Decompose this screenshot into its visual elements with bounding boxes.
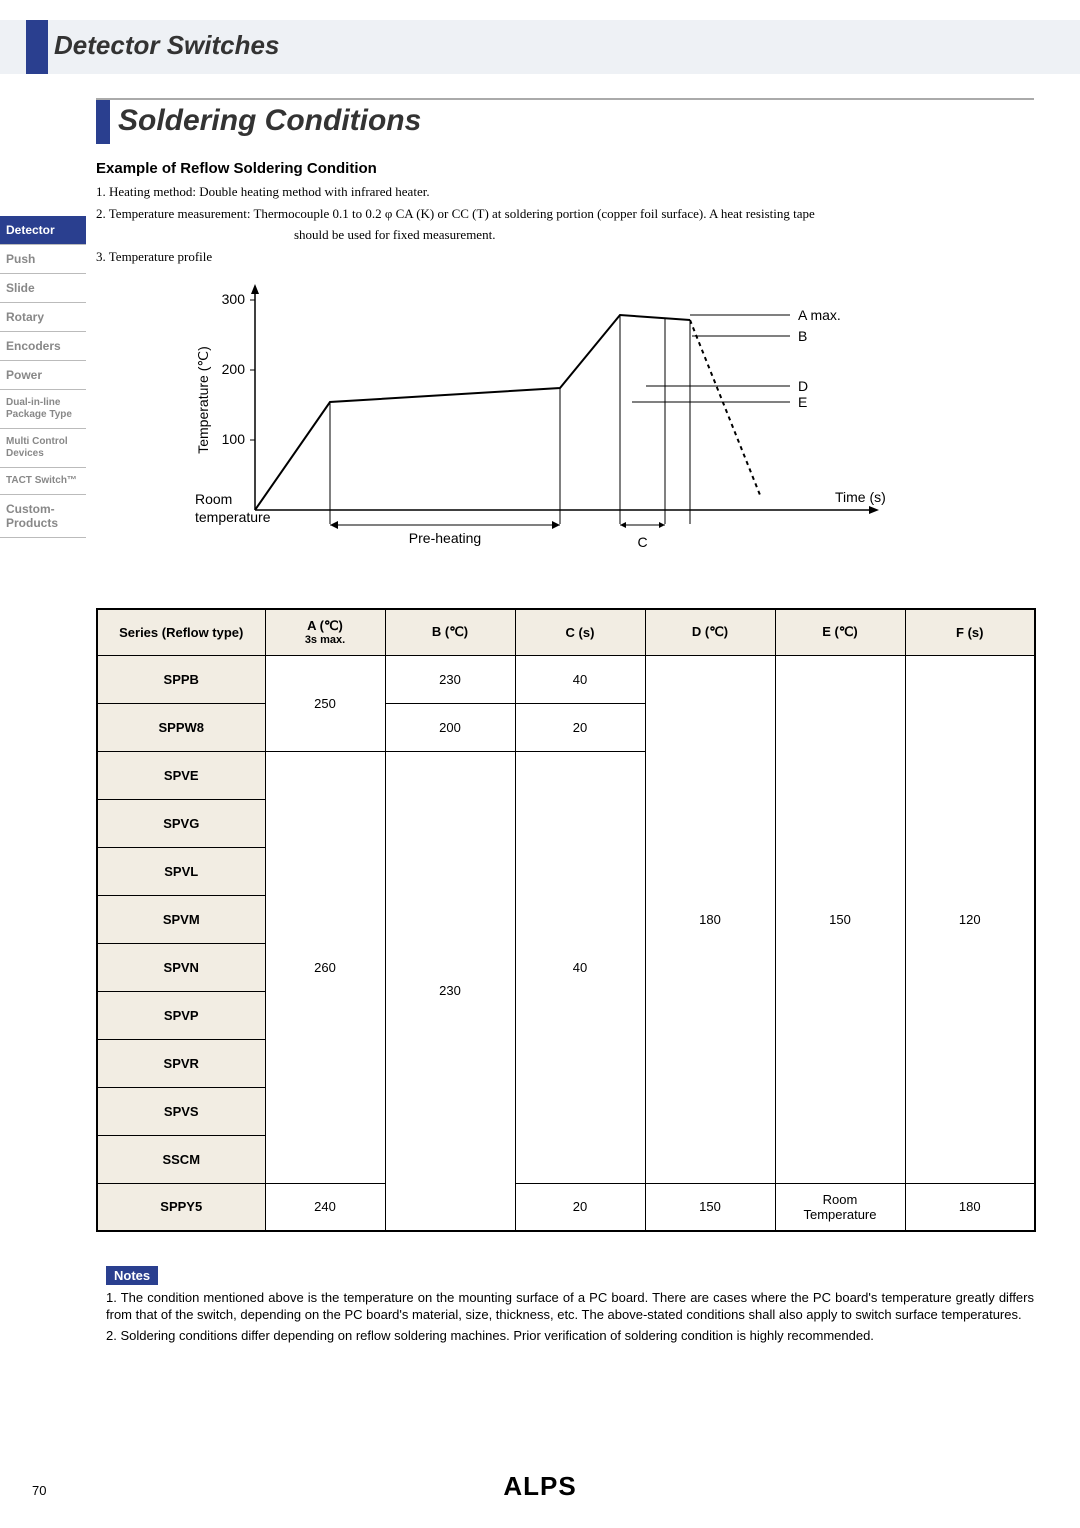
svg-text:100: 100: [222, 431, 246, 447]
sidebar-item[interactable]: Multi Control Devices: [0, 429, 86, 468]
data-cell: 250: [265, 655, 385, 751]
data-cell: 20: [515, 1183, 645, 1231]
series-cell: SPPY5: [97, 1183, 265, 1231]
svg-text:D: D: [798, 378, 808, 394]
section-line: 2. Temperature measurement: Thermocouple…: [96, 204, 1026, 224]
data-cell: 20: [515, 703, 645, 751]
table-header: F (s): [905, 609, 1035, 655]
svg-text:E: E: [798, 394, 807, 410]
svg-text:F max.: F max.: [424, 548, 467, 550]
sidebar: DetectorPushSlideRotaryEncodersPowerDual…: [0, 216, 86, 538]
series-cell: SPPW8: [97, 703, 265, 751]
table-header: A (℃)3s max.: [265, 609, 385, 655]
reflow-table-wrap: Series (Reflow type)A (℃)3s max.B (℃)C (…: [96, 608, 1034, 1232]
logo: ALPS: [0, 1471, 1080, 1502]
notes-body: 1. The condition mentioned above is the …: [106, 1290, 1034, 1349]
series-cell: SPVR: [97, 1039, 265, 1087]
series-cell: SPVN: [97, 943, 265, 991]
data-cell: 200: [385, 703, 515, 751]
table-row: SPPY5240 20150RoomTemperature180: [97, 1183, 1035, 1231]
sidebar-item[interactable]: Power: [0, 361, 86, 390]
header-marker: [26, 20, 48, 74]
reflow-table: Series (Reflow type)A (℃)3s max.B (℃)C (…: [96, 608, 1036, 1232]
data-cell: 180: [645, 655, 775, 1183]
svg-text:C: C: [637, 534, 647, 550]
table-row: SPPB25023040180150120: [97, 655, 1035, 703]
section-title: Soldering Conditions: [118, 104, 421, 138]
series-cell: SSCM: [97, 1135, 265, 1183]
table-header: B (℃): [385, 609, 515, 655]
series-cell: SPVG: [97, 799, 265, 847]
note-item: 1. The condition mentioned above is the …: [106, 1290, 1034, 1324]
table-header: C (s): [515, 609, 645, 655]
svg-text:temperature: temperature: [195, 509, 271, 525]
svg-text:Temperature (℃): Temperature (℃): [195, 346, 211, 454]
sidebar-item[interactable]: Encoders: [0, 332, 86, 361]
svg-text:300: 300: [222, 291, 246, 307]
series-cell: SPPB: [97, 655, 265, 703]
section-line: 3. Temperature profile: [96, 247, 1026, 267]
data-cell: 40: [515, 751, 645, 1183]
section-line: 1. Heating method: Double heating method…: [96, 182, 1026, 202]
sidebar-item[interactable]: Push: [0, 245, 86, 274]
note-item: 2. Soldering conditions differ depending…: [106, 1328, 1034, 1345]
svg-text:Room: Room: [195, 491, 232, 507]
series-cell: SPVP: [97, 991, 265, 1039]
svg-text:A max.: A max.: [798, 307, 841, 323]
series-cell: SPVM: [97, 895, 265, 943]
svg-text:B: B: [798, 328, 807, 344]
sidebar-item[interactable]: Dual-in-line Package Type: [0, 390, 86, 429]
sidebar-item[interactable]: Custom-Products: [0, 495, 86, 538]
sidebar-item[interactable]: TACT Switch™: [0, 468, 86, 495]
svg-text:Pre-heating: Pre-heating: [409, 530, 481, 546]
sidebar-item[interactable]: Detector: [0, 216, 86, 245]
header-title: Detector Switches: [54, 30, 279, 61]
sidebar-item[interactable]: Slide: [0, 274, 86, 303]
data-cell: 230: [385, 655, 515, 703]
data-cell: RoomTemperature: [775, 1183, 905, 1231]
data-cell: 120: [905, 655, 1035, 1183]
section-line: should be used for fixed measurement.: [294, 225, 1026, 245]
sidebar-item[interactable]: Rotary: [0, 303, 86, 332]
data-cell: 40: [515, 655, 645, 703]
section-list: 1. Heating method: Double heating method…: [96, 182, 1026, 268]
data-cell: 150: [645, 1183, 775, 1231]
series-cell: SPVS: [97, 1087, 265, 1135]
data-cell: 180: [905, 1183, 1035, 1231]
svg-text:Time (s): Time (s): [835, 489, 886, 505]
svg-text:200: 200: [222, 361, 246, 377]
section-marker: [96, 100, 110, 144]
section-subheading: Example of Reflow Soldering Condition: [96, 160, 377, 177]
temperature-profile-chart: 100 200 300 Temperature (℃) Room temperature T…: [190, 280, 890, 550]
table-header: E (℃): [775, 609, 905, 655]
section-rule: [96, 98, 1034, 100]
table-header: Series (Reflow type): [97, 609, 265, 655]
table-header: D (℃): [645, 609, 775, 655]
series-cell: SPVE: [97, 751, 265, 799]
series-cell: SPVL: [97, 847, 265, 895]
data-cell: 150: [775, 655, 905, 1183]
data-cell: 260: [265, 751, 385, 1183]
notes-title: Notes: [106, 1266, 158, 1285]
data-cell: 230: [385, 751, 515, 1231]
data-cell: 240: [265, 1183, 385, 1231]
